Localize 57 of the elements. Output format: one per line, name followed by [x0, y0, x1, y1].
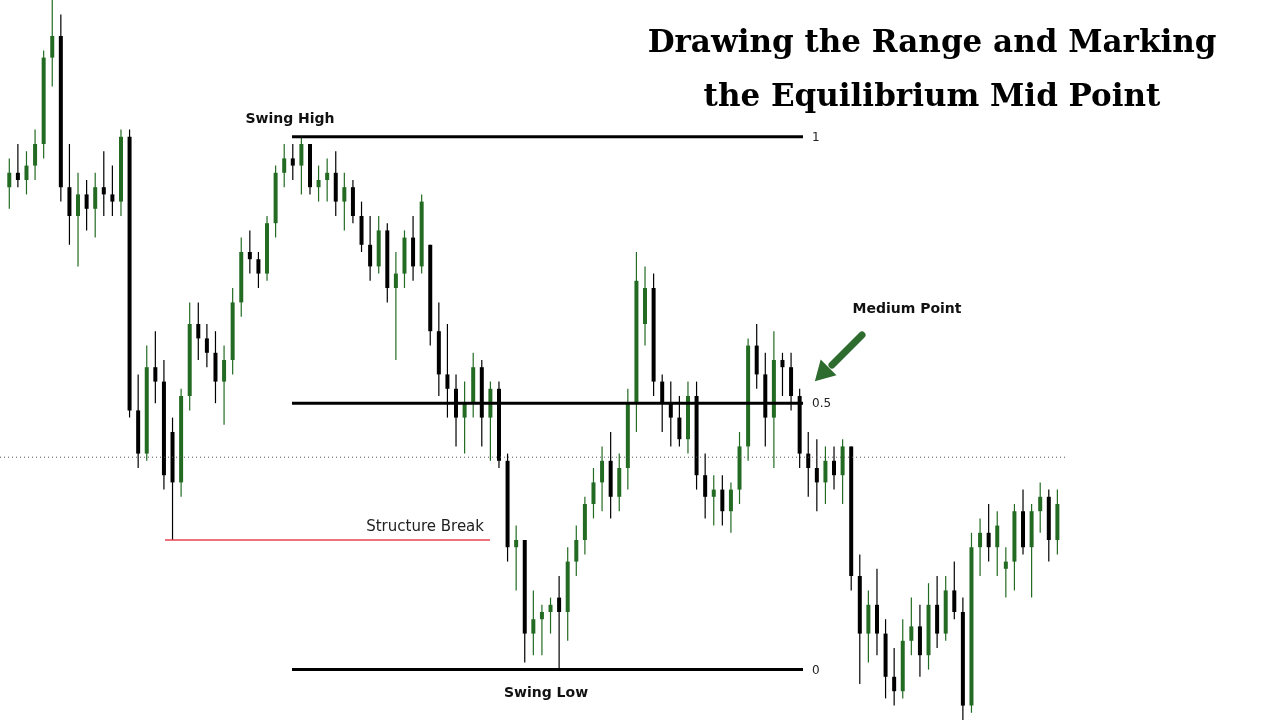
annotation: Swing High [245, 110, 335, 126]
candlestick [591, 467, 596, 519]
candlestick [153, 330, 158, 404]
candlestick [93, 172, 98, 239]
candlestick [703, 453, 708, 519]
candlestick [1038, 481, 1043, 534]
annotation: 0 [812, 662, 820, 677]
candlestick [539, 604, 544, 656]
candlestick [196, 301, 201, 361]
candlestick [462, 381, 467, 455]
candlestick [316, 165, 321, 203]
candlestick [50, 0, 55, 87]
candlestick [342, 172, 347, 231]
candlestick [393, 251, 398, 361]
candlestick [823, 445, 828, 505]
candlestick [299, 136, 304, 195]
candlestick [24, 150, 29, 195]
candlestick [33, 129, 38, 181]
annotation: Medium Point [852, 300, 962, 316]
candlestick [325, 157, 330, 203]
candlestick [15, 143, 20, 188]
candlestick [728, 481, 733, 534]
candlestick [952, 561, 957, 620]
candlestick [986, 503, 991, 563]
candlestick [84, 179, 89, 231]
candlestick [711, 474, 716, 527]
annotation: 1 [812, 129, 820, 144]
annotation: Swing Low [503, 684, 589, 700]
candlestick [531, 589, 536, 656]
annotation: 0.5 [812, 396, 832, 411]
candlestick [978, 517, 983, 577]
candlestick [909, 597, 914, 656]
candlestick [247, 229, 252, 275]
text: Drawing the Range and Marking the Equilibrium Mid Point [647, 23, 1217, 113]
candlestick [1003, 546, 1008, 599]
candlestick [101, 150, 106, 217]
candlestick [514, 525, 519, 591]
candlestick [282, 143, 287, 188]
candlestick [7, 157, 12, 210]
candlestick [222, 345, 227, 426]
candlestick [574, 525, 579, 577]
candlestick [110, 165, 115, 217]
candlestick [204, 323, 209, 368]
candlestick [548, 597, 553, 635]
candlestick [995, 510, 1000, 577]
candlestick [256, 251, 261, 289]
candlestick [600, 445, 605, 512]
candlestick [780, 352, 785, 397]
candlestick [806, 431, 811, 498]
candlestick [368, 215, 373, 282]
candlestick [892, 647, 897, 707]
candlestick [814, 438, 819, 512]
ref-line-label: Structure Break [366, 517, 485, 535]
candlestick [76, 172, 81, 267]
candlestick [720, 474, 725, 527]
candlestick [832, 445, 837, 491]
candlestick [290, 143, 295, 181]
